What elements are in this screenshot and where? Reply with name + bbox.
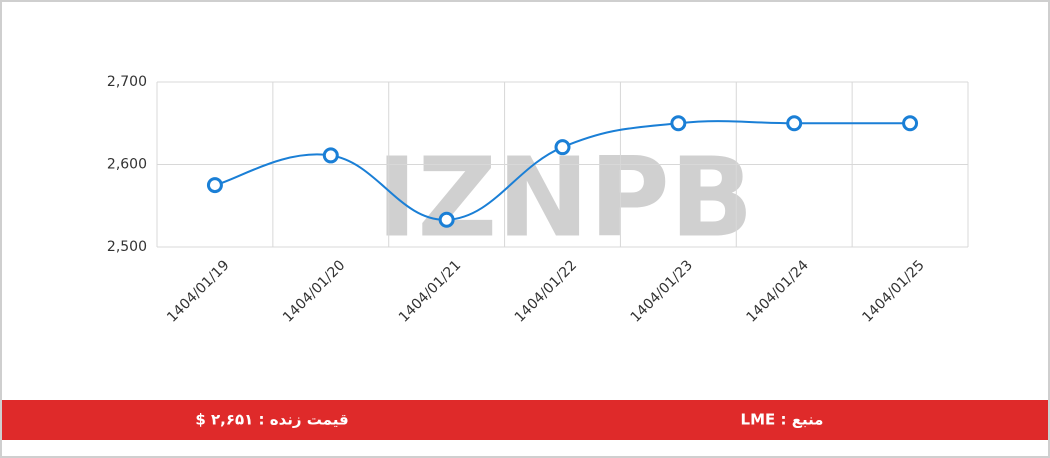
y-tick-label: 2,600 xyxy=(107,157,147,173)
x-tick-label: 1404/01/25 xyxy=(859,257,927,325)
x-tick-label: 1404/01/24 xyxy=(743,257,811,325)
point xyxy=(670,115,687,132)
x-tick-label: 1404/01/19 xyxy=(164,257,232,325)
source: منبع : LME xyxy=(741,411,824,429)
x-tick-label: 1404/01/21 xyxy=(396,257,464,325)
y-tick-label: 2,700 xyxy=(107,74,147,90)
y-tick-label: 2,500 xyxy=(107,239,147,255)
point xyxy=(786,115,803,132)
x-tick-label: 1404/01/23 xyxy=(628,257,696,325)
point xyxy=(206,177,223,194)
point xyxy=(438,211,455,228)
live-price: قیمت زنده : ۲,۶۵۱ $ xyxy=(195,411,348,429)
x-tick-label: 1404/01/20 xyxy=(280,257,348,325)
point xyxy=(322,147,339,164)
point xyxy=(902,115,919,132)
footer-bar xyxy=(2,400,1048,440)
point xyxy=(554,139,571,156)
x-tick-label: 1404/01/22 xyxy=(512,257,580,325)
